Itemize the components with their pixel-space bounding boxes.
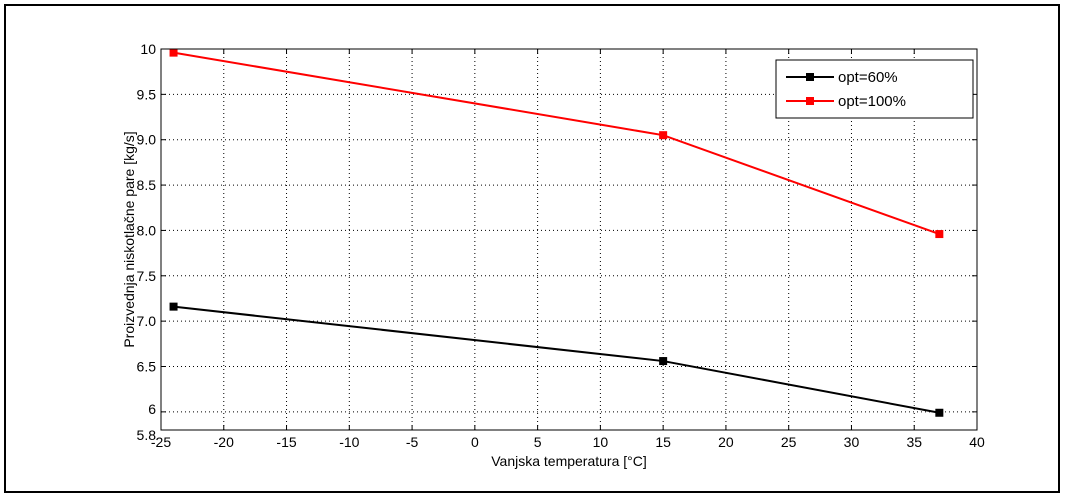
x-axis-ticks: -25 -20 -15 -10 -5 0 5 10 15 20 25 30 35 40 [151, 49, 985, 450]
data-point [659, 357, 668, 366]
x-tick-label: 15 [655, 434, 671, 450]
y-tick-label: 8.0 [137, 222, 157, 238]
data-point [659, 131, 668, 140]
data-point [169, 48, 178, 57]
x-tick-label: 20 [718, 434, 734, 450]
series-line [173, 305, 940, 414]
y-axis-label: Proizvednja niskotlačne pare [kg/s] [121, 131, 137, 347]
x-tick-label: 5 [534, 434, 542, 450]
x-tick-label: -25 [151, 434, 171, 450]
legend: opt=60% opt=100% [775, 59, 974, 119]
y-axis-ticks: 5.8 6 6.5 7.0 7.5 8.0 8.5 9.0 9.5 10 [137, 41, 977, 443]
y-tick-label: 7.5 [137, 268, 157, 284]
x-axis-label: Vanjska temperatura [°C] [491, 453, 647, 469]
legend-entry: opt=100% [838, 93, 906, 110]
legend-entry: opt=60% [838, 69, 898, 86]
x-tick-label: -5 [406, 434, 419, 450]
data-point [935, 230, 944, 239]
legend-swatch-marker [806, 73, 814, 81]
x-tick-label: -20 [214, 434, 234, 450]
x-tick-label: 35 [906, 434, 922, 450]
x-tick-label: -15 [276, 434, 296, 450]
data-point [169, 302, 178, 311]
x-tick-label: 10 [593, 434, 609, 450]
y-tick-label: 8.5 [137, 177, 157, 193]
x-tick-label: 40 [969, 434, 985, 450]
y-tick-label: 9.0 [137, 132, 157, 148]
line-chart: -25 -20 -15 -10 -5 0 5 10 15 20 25 30 35 40 5.8 6 6.5 7.… [121, 41, 985, 469]
data-point [935, 408, 944, 417]
y-tick-label: 5.8 [137, 427, 157, 443]
x-tick-label: 0 [471, 434, 479, 450]
legend-box [775, 59, 974, 119]
x-tick-label: -10 [339, 434, 359, 450]
legend-swatch-marker [806, 97, 814, 105]
y-tick-label: 10 [140, 41, 156, 57]
y-tick-label: 6.5 [137, 359, 157, 375]
plot-area-border [160, 48, 978, 431]
series-lines [169, 48, 944, 417]
y-tick-label: 6 [148, 401, 156, 417]
y-tick-label: 9.5 [137, 86, 157, 102]
y-tick-label: 7.0 [137, 313, 157, 329]
chart-frame: -25 -20 -15 -10 -5 0 5 10 15 20 25 30 35 40 5.8 6 6.5 7.… [4, 4, 1060, 493]
x-tick-label: 30 [844, 434, 860, 450]
x-tick-label: 25 [781, 434, 797, 450]
